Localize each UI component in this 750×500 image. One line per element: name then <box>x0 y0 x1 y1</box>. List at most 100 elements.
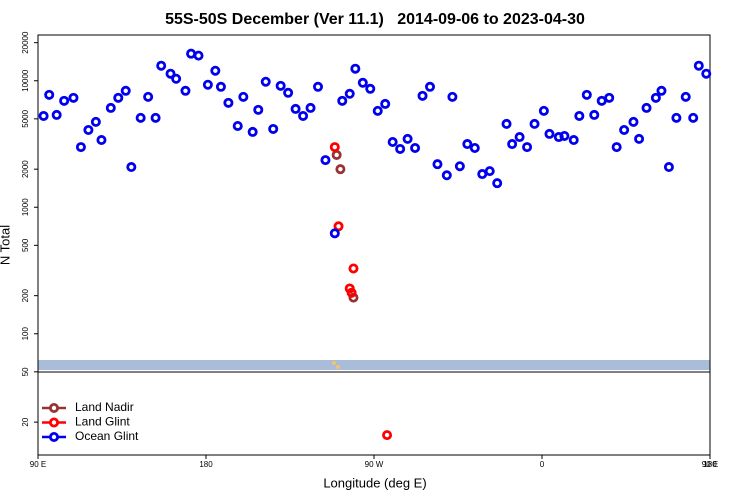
point <box>305 102 316 113</box>
point <box>553 132 564 143</box>
point <box>701 68 712 79</box>
point <box>380 98 391 109</box>
point <box>492 178 503 189</box>
point <box>143 91 154 102</box>
point <box>469 143 480 154</box>
point <box>350 63 361 74</box>
land-spot <box>336 365 340 369</box>
point <box>180 85 191 96</box>
point <box>365 83 376 94</box>
point <box>611 142 622 153</box>
y-tick-label: 20000 <box>21 31 30 54</box>
point <box>559 130 570 141</box>
point <box>619 125 630 136</box>
point <box>275 80 286 91</box>
point <box>348 263 359 274</box>
legend-label: Land Glint <box>75 415 130 429</box>
land-spot <box>332 361 336 365</box>
point <box>223 97 234 108</box>
point <box>544 128 555 139</box>
point <box>320 155 331 166</box>
point <box>604 92 615 103</box>
point <box>656 85 667 96</box>
point <box>568 135 579 146</box>
point <box>680 91 691 102</box>
point <box>312 81 323 92</box>
point <box>529 118 540 129</box>
point <box>75 142 86 153</box>
point <box>120 85 131 96</box>
point <box>290 103 301 114</box>
point <box>382 430 393 441</box>
point <box>693 60 704 71</box>
point <box>387 136 398 147</box>
chart-title: 55S-50S December (Ver 11.1) 2014-09-06 t… <box>165 11 585 28</box>
point <box>346 287 357 298</box>
point <box>232 120 243 131</box>
point <box>344 88 355 99</box>
point <box>51 109 62 120</box>
point <box>333 221 344 232</box>
point <box>59 95 70 106</box>
point <box>507 139 518 150</box>
point <box>215 81 226 92</box>
point <box>484 166 495 177</box>
point <box>68 92 79 103</box>
point <box>650 92 661 103</box>
x-tick-label: 90 W <box>365 460 384 469</box>
point <box>628 116 639 127</box>
point <box>410 143 421 154</box>
legend-label: Ocean Glint <box>75 429 139 443</box>
point <box>688 112 699 123</box>
point <box>395 143 406 154</box>
point <box>501 118 512 129</box>
point <box>283 87 294 98</box>
point <box>247 126 258 137</box>
point <box>335 164 346 175</box>
y-tick-label: 10000 <box>21 69 30 92</box>
y-tick-label: 20 <box>21 417 30 426</box>
point <box>348 292 359 303</box>
point <box>113 92 124 103</box>
point <box>331 149 342 160</box>
y-tick-label: 50 <box>21 367 30 376</box>
point <box>329 142 340 153</box>
legend-marker <box>49 431 60 442</box>
legend-label: Land Nadir <box>75 400 134 414</box>
y-tick-label: 100 <box>21 327 30 341</box>
point <box>83 125 94 136</box>
point <box>44 89 55 100</box>
y-tick-label: 500 <box>21 238 30 252</box>
x-tick-label: 90 E <box>702 460 718 469</box>
point <box>329 228 340 239</box>
point <box>634 133 645 144</box>
point <box>462 139 473 150</box>
point <box>193 50 204 61</box>
point <box>417 90 428 101</box>
point <box>268 123 279 134</box>
point <box>253 104 264 115</box>
x-tick-label: 0 <box>540 460 545 469</box>
point <box>514 132 525 143</box>
legend-marker <box>49 417 60 428</box>
x-tick-label: 180 <box>199 460 213 469</box>
y-tick-label: 200 <box>21 288 30 302</box>
legend-marker <box>49 402 60 413</box>
point <box>156 60 167 71</box>
point <box>135 112 146 123</box>
point <box>581 89 592 100</box>
y-tick-label: 1000 <box>21 198 30 216</box>
point <box>424 81 435 92</box>
point <box>337 95 348 106</box>
point <box>589 109 600 120</box>
x-axis-label: Longitude (deg E) <box>323 475 426 490</box>
point <box>260 76 271 87</box>
point <box>38 110 49 121</box>
map-strip <box>38 360 710 370</box>
y-tick-label: 5000 <box>21 109 30 127</box>
point <box>202 79 213 90</box>
y-tick-label: 2000 <box>21 160 30 178</box>
point <box>522 142 533 153</box>
point <box>105 102 116 113</box>
point <box>298 110 309 121</box>
